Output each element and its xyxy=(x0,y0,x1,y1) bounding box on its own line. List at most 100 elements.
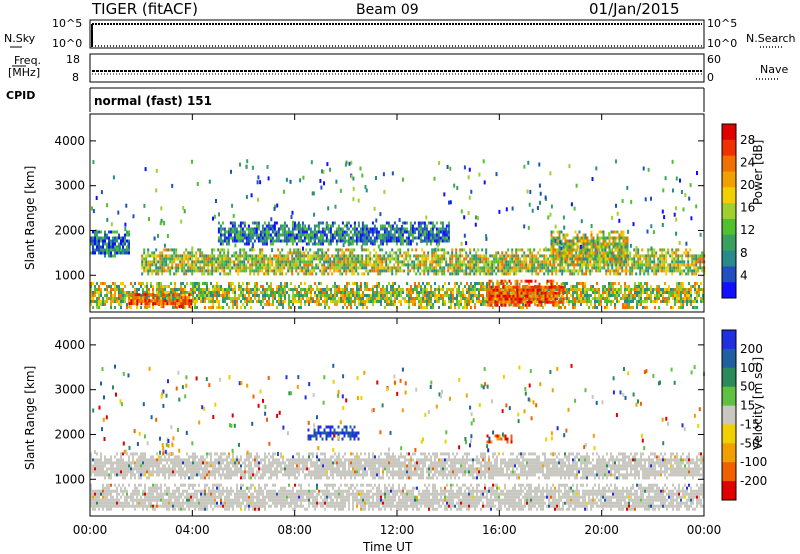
scatter-cell-band-0 xyxy=(160,300,162,303)
scatter-cell-band-3 xyxy=(515,269,518,273)
scatter-cell-band-5 xyxy=(578,236,581,240)
scatter-cell-band-0 xyxy=(214,291,216,294)
scatter-cell-band-0 xyxy=(660,300,662,303)
scatter-cell-band-3 xyxy=(509,257,512,261)
scatter-cell-band-0 xyxy=(306,291,308,294)
scatter-cell-band-3 xyxy=(421,254,424,258)
scatter-cell-band-0 xyxy=(194,297,196,300)
scatter-cell-band-4 xyxy=(441,233,444,237)
scatter-cell-band-3 xyxy=(447,269,450,273)
scatter-cell-band-0 xyxy=(386,285,388,288)
scatter-cell-band-3 xyxy=(365,248,368,252)
scatter-cell-band-3 xyxy=(377,272,380,276)
scatter-cell-band-3 xyxy=(613,272,616,276)
scatter-cell-band-3 xyxy=(649,263,652,267)
scatter-cell-band-0 xyxy=(378,297,380,300)
scatter-cell-band-4 xyxy=(241,221,244,225)
scatter-cell-band-3 xyxy=(277,254,280,258)
scatter-cell-band-3 xyxy=(455,260,458,264)
scatter-cell-band-4 xyxy=(223,230,226,234)
scatter-cell-band-3 xyxy=(327,257,330,261)
scatter-cell-band-3 xyxy=(419,263,422,267)
scatter-cell-band-4 xyxy=(261,227,264,231)
scatter-cell-band-0 xyxy=(244,300,246,303)
scatter-cell-band-3 xyxy=(477,260,480,264)
scatter-cell-band-3 xyxy=(701,260,704,264)
scatter-cell-band-0 xyxy=(410,297,412,300)
scatter-cell-band-0 xyxy=(234,297,236,300)
scatter-cell-band-4 xyxy=(281,233,284,237)
scatter-cell-band-1 xyxy=(138,299,141,303)
scatter-cell-band-3 xyxy=(417,269,420,273)
scatter-cell-band-3 xyxy=(159,257,162,261)
scatter-cell-band-0 xyxy=(216,291,218,294)
scatter-cell-band-0 xyxy=(96,291,98,294)
scatter-cell-band-4 xyxy=(391,236,394,240)
scatter-cell-band-3 xyxy=(331,266,334,270)
scatter-cell-band-4 xyxy=(413,221,416,225)
scatter-cell-band-0 xyxy=(634,288,636,291)
scatter-cell-band-0 xyxy=(104,282,106,285)
scatter-cell-band-0 xyxy=(308,300,310,303)
scatter-cell-band-4 xyxy=(247,233,250,237)
scatter-cell-band-4 xyxy=(445,236,448,240)
scatter-cell-band-5 xyxy=(626,254,629,258)
scatter-cell-band-0 xyxy=(392,291,394,294)
scatter-cell-band-4 xyxy=(273,227,276,231)
scatter-cell-band-0 xyxy=(304,303,306,306)
scatter-cell-band-2 xyxy=(504,288,507,292)
scatter-cell-band-0 xyxy=(568,297,570,300)
scatter-cell-band-0 xyxy=(676,282,678,285)
scatter-cell-band-0 xyxy=(606,288,608,291)
scatter-cell-band-5 xyxy=(558,230,561,234)
scatter-cell-band-0 xyxy=(434,291,436,294)
scatter-cell-band-3 xyxy=(673,266,676,270)
scatter-cell-band-3 xyxy=(141,260,144,264)
scatter-cell-band-3 xyxy=(323,266,326,270)
scatter-cell-band-5 xyxy=(598,245,601,249)
scatter-cell-band-3 xyxy=(337,263,340,267)
scatter-cell-band-0 xyxy=(432,306,434,309)
scatter-cell-band-4 xyxy=(333,230,336,234)
scatter-cell-band-3 xyxy=(297,260,300,264)
scatter-cell-band-3 xyxy=(459,248,462,252)
scatter-cell-band-3 xyxy=(697,257,700,261)
scatter-cell-band-0 xyxy=(100,303,102,306)
power-heatmap xyxy=(90,159,706,309)
scatter-cell-band-3 xyxy=(473,254,476,258)
scatter-cell-band-4 xyxy=(345,221,348,225)
scatter-cell-band-0 xyxy=(380,288,382,291)
scatter-cell-band-4 xyxy=(333,236,336,240)
scatter-cell-band-3 xyxy=(383,269,386,273)
scatter-cell-band-5 xyxy=(568,248,571,252)
scatter-cell-band-4 xyxy=(261,224,264,228)
scatter-cell-band-4 xyxy=(219,242,222,246)
scatter-cell-band-5 xyxy=(576,254,579,258)
scatter-cell-band-3 xyxy=(669,269,672,273)
scatter-cell-band-3 xyxy=(207,254,210,258)
scatter-cell-band-3 xyxy=(513,254,516,258)
scatter-cell-band-5 xyxy=(594,245,597,249)
scatter-cell-band-0 xyxy=(202,297,204,300)
scatter-cell-band-4 xyxy=(447,233,450,237)
scatter-cell-band-0 xyxy=(626,303,628,306)
scatter-cell-band-3 xyxy=(351,266,354,270)
scatter-cell-band-2 xyxy=(542,288,545,292)
scatter-cell-band-4 xyxy=(255,224,258,228)
scatter-cell-band-4 xyxy=(235,236,238,240)
scatter-cell-band-4 xyxy=(219,227,222,231)
scatter-cell-band-4 xyxy=(221,227,224,231)
scatter-cell-band-3 xyxy=(469,266,472,270)
scatter-cell-band-0 xyxy=(436,297,438,300)
scatter-cell-band-5 xyxy=(564,257,567,261)
scatter-cell-band-0 xyxy=(240,294,242,297)
scatter-cell-band-4 xyxy=(323,227,326,231)
scatter-cell-band-2 xyxy=(520,300,523,304)
scatter-cell-band-3 xyxy=(589,272,592,276)
scatter-cell-band-6 xyxy=(90,236,92,240)
scatter-cell-band-0 xyxy=(326,291,328,294)
scatter-cell-band-0 xyxy=(464,300,466,303)
scatter-cell-band-3 xyxy=(171,248,174,252)
scatter-cell-band-4 xyxy=(425,239,428,243)
scatter-cell-band-3 xyxy=(415,254,418,258)
